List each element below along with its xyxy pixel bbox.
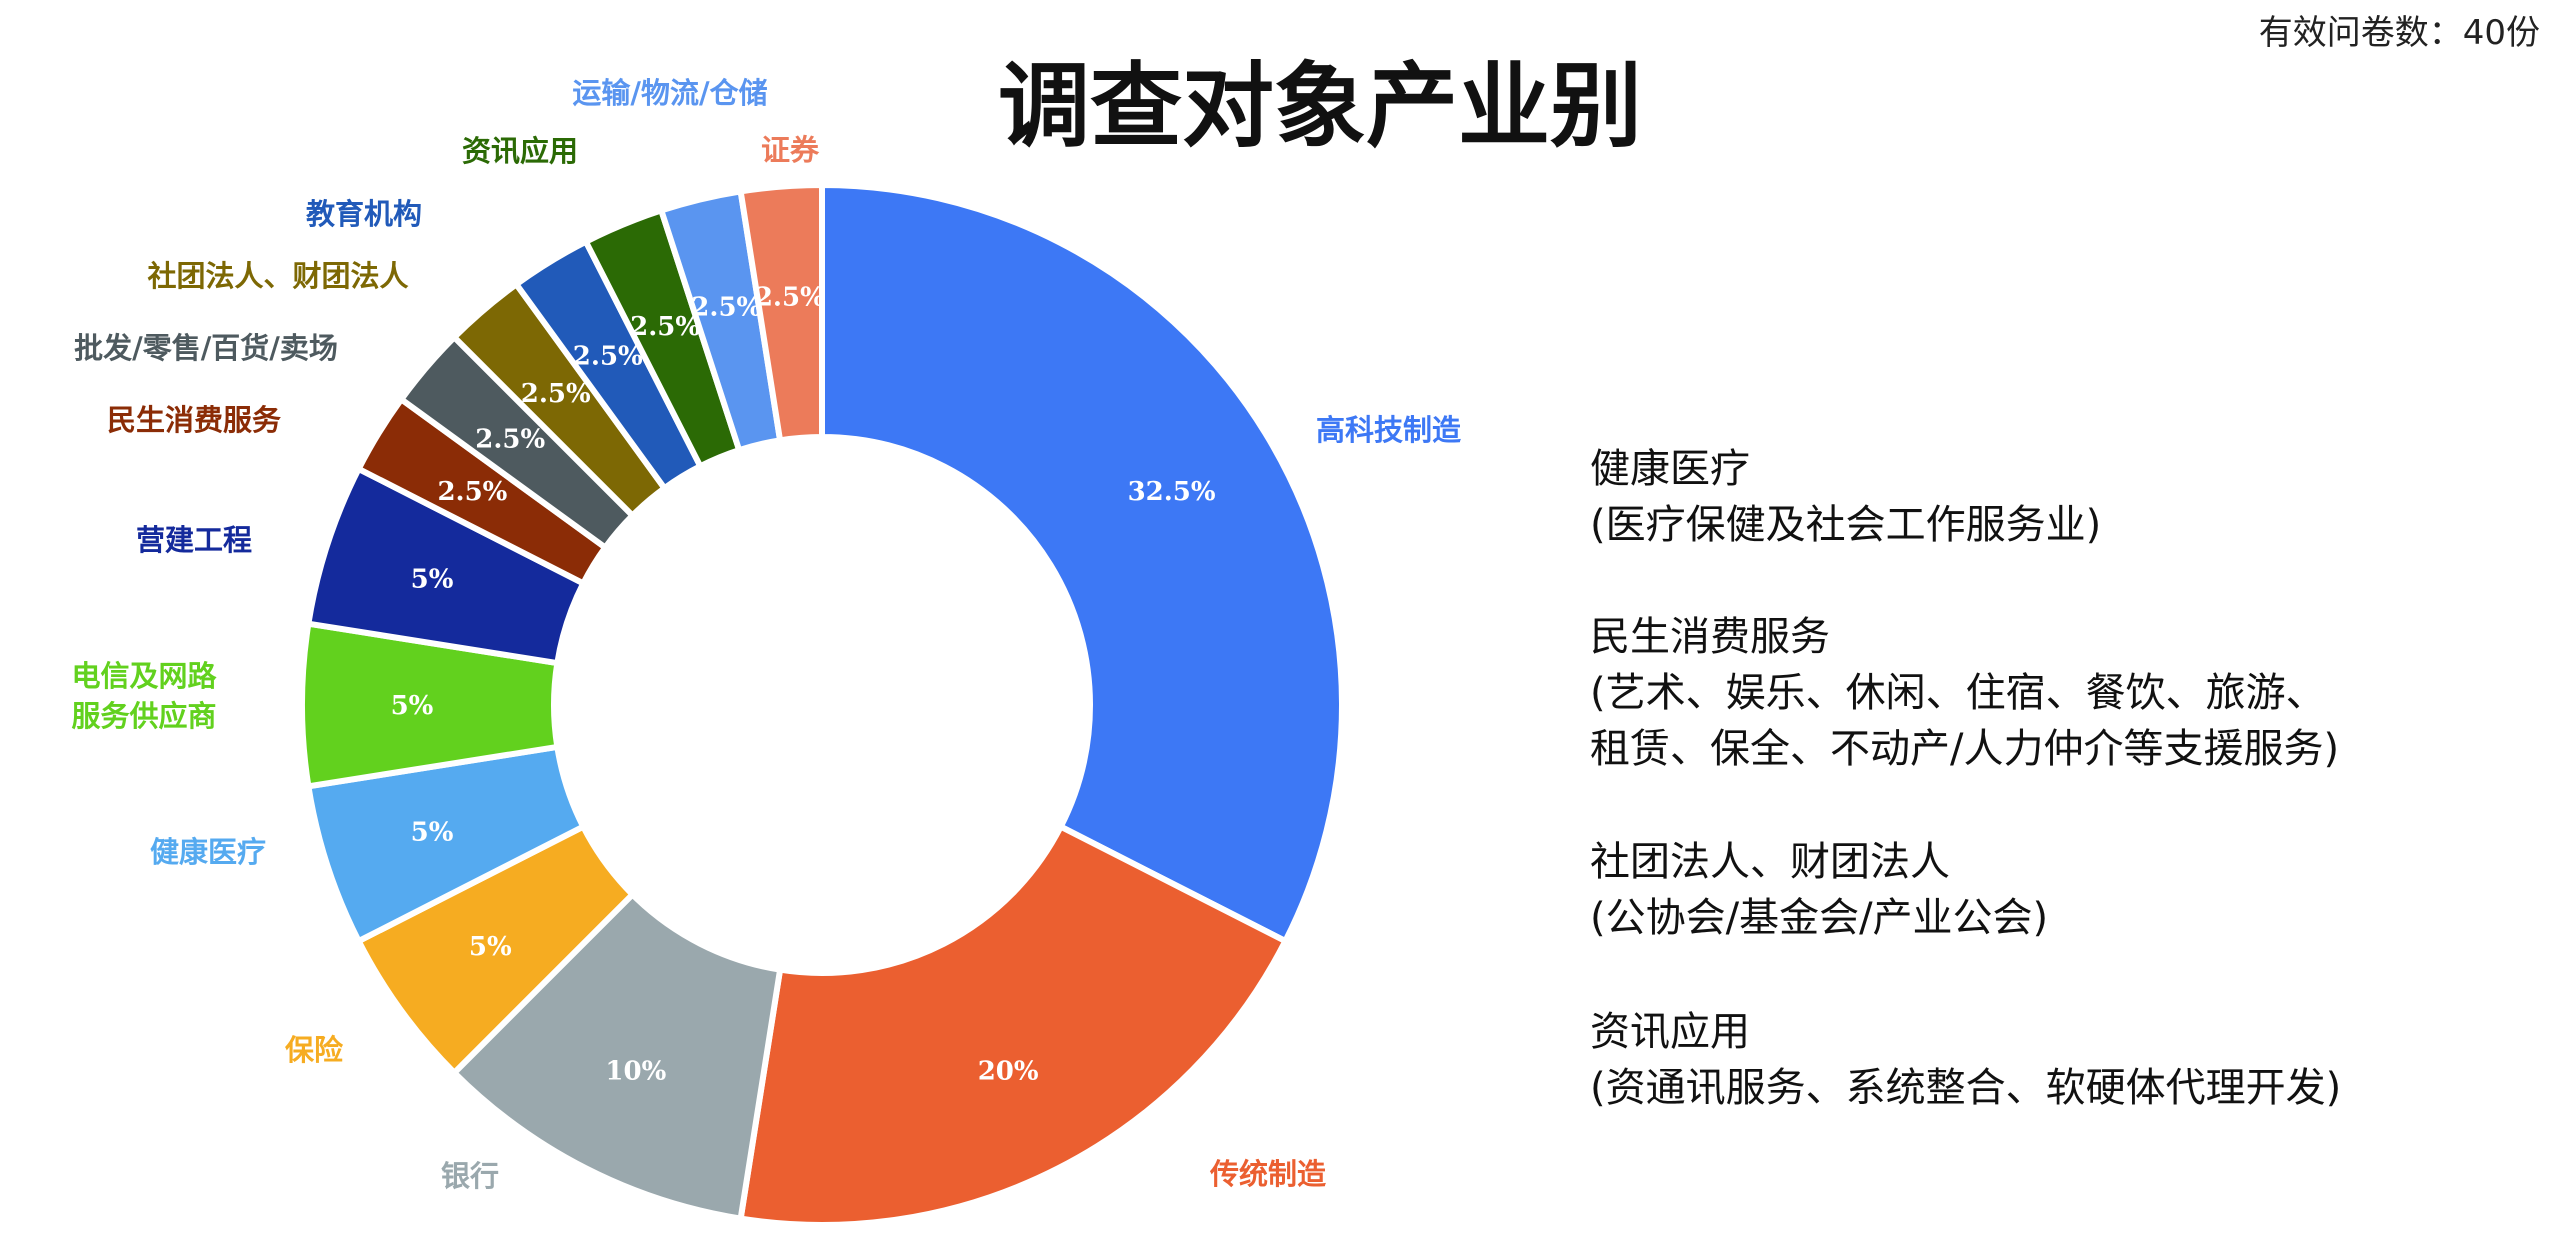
category-label-line: 健康医疗: [150, 835, 266, 869]
value-label-12: 2.5%: [630, 312, 700, 342]
legend-note-3: 社团法人、财团法人 (公协会/基金会/产业公会): [1590, 839, 2048, 941]
slice-3: [450, 890, 784, 1223]
chart-title: 调查对象产业别: [998, 53, 1642, 160]
slice-2: [737, 822, 1290, 1228]
value-label-14: 2.5%: [755, 282, 825, 312]
legend-note-term: 民生消费服务: [1590, 614, 1830, 660]
value-label-1: 32.5%: [1128, 477, 1216, 507]
category-label-line: 服务供应商: [71, 699, 216, 733]
legend-note-term: 健康医疗: [1590, 446, 1750, 492]
legend-note-desc: 租赁、保全、不动产/人力仲介等支援服务): [1590, 726, 2339, 772]
category-label-line: 批发/零售/百货/卖场: [74, 331, 338, 365]
category-label-line: 运输/物流/仓储: [572, 76, 767, 110]
category-label-line: 高科技制造: [1316, 413, 1461, 447]
legend-note-4: 资讯应用 (资通讯服务、系统整合、软硬体代理开发): [1590, 1009, 2341, 1111]
legend-note-term: 资讯应用: [1590, 1009, 1750, 1055]
category-label-13: 运输/物流/仓储: [572, 76, 767, 110]
legend-note-desc: (医疗保健及社会工作服务业): [1590, 502, 2101, 548]
survey-count-note: 有效问卷数：40份: [2259, 13, 2540, 53]
legend-note-desc: (艺术、娱乐、休闲、住宿、餐饮、旅游、: [1590, 670, 2326, 716]
slice-1: [819, 181, 1345, 946]
value-label-5: 5%: [411, 818, 454, 848]
value-label-10: 2.5%: [521, 379, 591, 409]
value-label-11: 2.5%: [573, 341, 643, 371]
category-label-line: 资讯应用: [462, 134, 578, 168]
value-label-8: 2.5%: [437, 477, 507, 507]
slice-14: [737, 181, 825, 444]
value-label-2: 20%: [978, 1056, 1039, 1086]
value-label-6: 5%: [391, 691, 434, 721]
value-labels: 32.5%20%10%5%5%5%5%2.5%2.5%2.5%2.5%2.5%2…: [391, 282, 1216, 1086]
value-label-3: 10%: [605, 1056, 666, 1086]
category-label-line: 银行: [441, 1159, 499, 1193]
category-label-line: 证券: [761, 133, 820, 167]
value-label-7: 5%: [411, 564, 454, 594]
value-label-4: 5%: [469, 932, 512, 962]
category-label-line: 教育机构: [306, 197, 422, 231]
category-label-10: 社团法人、财团法人: [147, 259, 408, 293]
category-label-3: 银行: [441, 1159, 499, 1193]
donut-slices: [299, 181, 1345, 1228]
legend-notes: 健康医疗 (医疗保健及社会工作服务业) 民生消费服务 (艺术、娱乐、休闲、住宿、餐饮、…: [1590, 446, 2341, 1111]
category-label-line: 民生消费服务: [107, 403, 281, 437]
category-label-1: 高科技制造: [1316, 413, 1461, 447]
category-label-line: 社团法人、财团法人: [147, 259, 408, 293]
category-label-line: 电信及网路: [71, 659, 217, 693]
category-label-line: 营建工程: [136, 523, 252, 557]
category-label-5: 健康医疗: [150, 835, 266, 869]
value-label-13: 2.5%: [691, 292, 761, 322]
category-label-9: 批发/零售/百货/卖场: [74, 331, 338, 365]
legend-note-2: 民生消费服务 (艺术、娱乐、休闲、住宿、餐饮、旅游、租赁、保全、不动产/人力仲介等…: [1590, 614, 2339, 772]
category-label-line: 保险: [284, 1033, 344, 1067]
value-label-9: 2.5%: [475, 425, 545, 455]
category-label-line: 传统制造: [1209, 1157, 1326, 1191]
legend-note-1: 健康医疗 (医疗保健及社会工作服务业): [1590, 446, 2101, 548]
category-label-14: 证券: [761, 133, 820, 167]
category-label-4: 保险: [284, 1033, 344, 1067]
category-label-6: 电信及网路服务供应商: [71, 659, 217, 733]
category-label-2: 传统制造: [1209, 1157, 1326, 1191]
legend-note-desc: (资通讯服务、系统整合、软硬体代理开发): [1590, 1065, 2341, 1111]
legend-note-term: 社团法人、财团法人: [1590, 839, 1950, 885]
category-label-8: 民生消费服务: [107, 403, 281, 437]
category-label-11: 教育机构: [306, 197, 422, 231]
legend-note-desc: (公协会/基金会/产业公会): [1590, 895, 2048, 941]
category-label-12: 资讯应用: [462, 134, 578, 168]
category-label-7: 营建工程: [136, 523, 252, 557]
